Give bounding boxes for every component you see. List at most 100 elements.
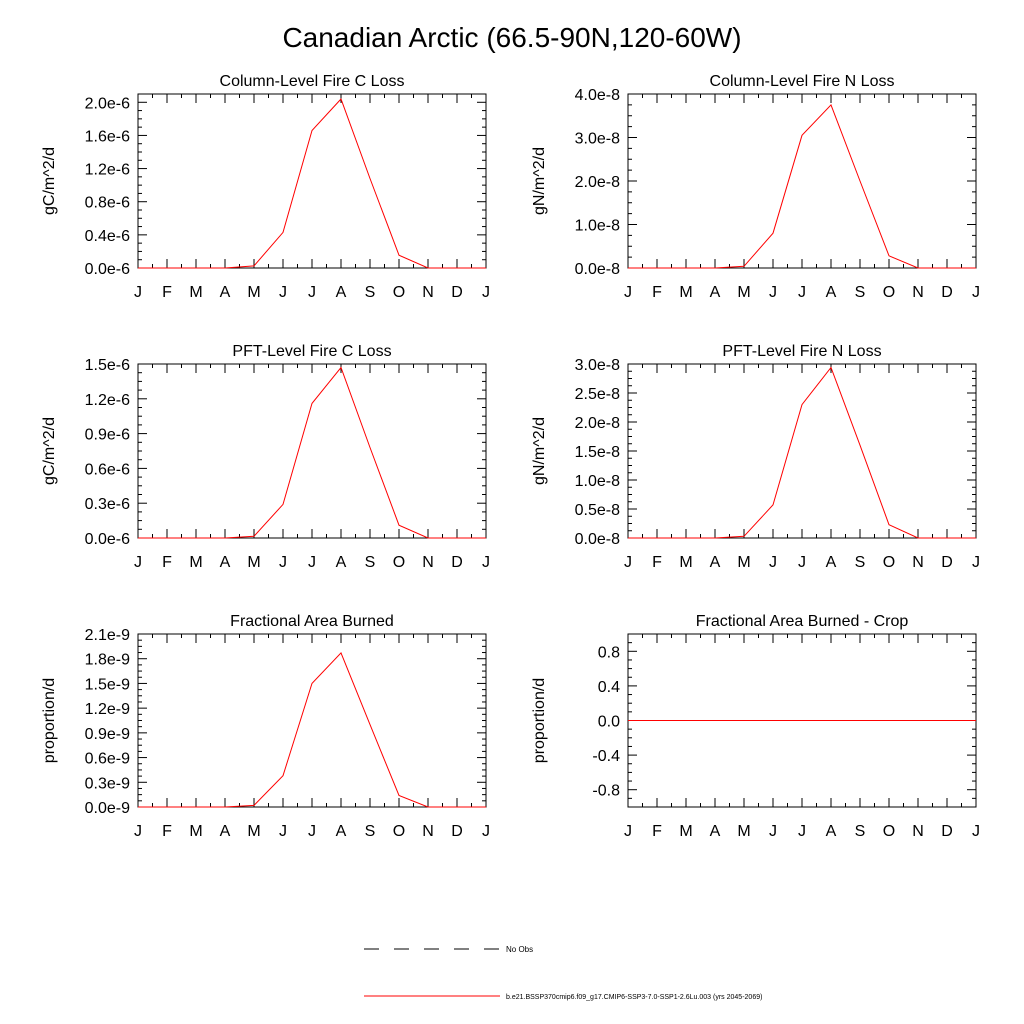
- y-tick-label: 0.0e-9: [85, 800, 130, 817]
- x-tick-label: O: [393, 823, 405, 840]
- x-tick-label: M: [679, 554, 692, 571]
- x-tick-label: J: [279, 284, 287, 301]
- x-tick-label: A: [220, 284, 231, 301]
- chart-panel-6: Fractional Area Burned - Crop proportion/…: [531, 613, 980, 840]
- x-tick-label: S: [365, 554, 376, 571]
- x-tick-label: A: [710, 554, 721, 571]
- x-tick-label: A: [220, 554, 231, 571]
- y-tick-label: 2.0e-8: [575, 174, 620, 191]
- x-tick-label: D: [451, 823, 463, 840]
- y-tick-label: 0.4e-6: [85, 228, 130, 245]
- y-axis-label: proportion/d: [531, 678, 548, 763]
- plot-frame: [627, 363, 977, 539]
- x-tick-label: J: [972, 554, 980, 571]
- x-tick-label: J: [482, 284, 490, 301]
- x-tick-label: N: [912, 823, 924, 840]
- panel-title: Column-Level Fire C Loss: [220, 73, 405, 90]
- x-tick-label: F: [652, 554, 662, 571]
- x-tick-label: J: [972, 823, 980, 840]
- plot-frame: [627, 93, 977, 269]
- y-tick-label: 1.2e-9: [85, 701, 130, 718]
- x-tick-label: D: [941, 284, 953, 301]
- x-tick-label: F: [652, 284, 662, 301]
- x-tick-label: S: [855, 554, 866, 571]
- x-tick-label: J: [279, 554, 287, 571]
- x-tick-label: A: [336, 823, 347, 840]
- x-tick-label: F: [162, 823, 172, 840]
- y-axis-label: gC/m^2/d: [41, 417, 58, 485]
- plot-frame: [137, 93, 487, 269]
- x-tick-label: S: [365, 284, 376, 301]
- panel-title: Fractional Area Burned: [230, 613, 394, 630]
- legend-label-model: b.e21.BSSP370cmip6.f09_g17.CMIP6-SSP3-7.…: [506, 994, 762, 1001]
- x-tick-label: J: [798, 554, 806, 571]
- y-tick-label: 4.0e-8: [575, 87, 620, 104]
- series-line: [628, 103, 976, 269]
- x-tick-label: A: [826, 554, 837, 571]
- y-tick-label: 0.8: [598, 644, 620, 661]
- y-tick-label: 0.6e-9: [85, 751, 130, 768]
- x-tick-label: D: [941, 554, 953, 571]
- x-tick-label: M: [247, 823, 260, 840]
- x-tick-label: J: [769, 284, 777, 301]
- y-tick-label: -0.4: [592, 748, 620, 765]
- panel-title: Fractional Area Burned - Crop: [696, 613, 909, 630]
- y-tick-label: 1.2e-6: [85, 392, 130, 409]
- series-line: [138, 366, 486, 539]
- x-tick-label: J: [134, 284, 142, 301]
- y-axis-label: gN/m^2/d: [531, 147, 548, 215]
- x-tick-label: M: [189, 823, 202, 840]
- y-tick-label: 0.0e-6: [85, 531, 130, 548]
- y-axis-label: gN/m^2/d: [531, 417, 548, 485]
- plot-frame: [137, 633, 487, 808]
- series-line: [138, 98, 486, 269]
- x-tick-label: F: [162, 554, 172, 571]
- x-tick-label: J: [308, 823, 316, 840]
- x-tick-label: J: [482, 823, 490, 840]
- legend: No Obs b.e21.BSSP370cmip6.f09_g17.CMIP6-S…: [364, 945, 762, 1001]
- x-tick-label: J: [482, 554, 490, 571]
- y-tick-label: 1.2e-6: [85, 162, 130, 179]
- y-tick-label: 2.5e-8: [575, 386, 620, 403]
- y-tick-label: 0.0e-6: [85, 261, 130, 278]
- x-tick-label: A: [710, 823, 721, 840]
- y-tick-label: 0.9e-6: [85, 427, 130, 444]
- x-tick-label: J: [624, 284, 632, 301]
- x-tick-label: J: [769, 554, 777, 571]
- x-tick-label: O: [883, 554, 895, 571]
- y-tick-label: 1.5e-9: [85, 676, 130, 693]
- x-tick-label: J: [624, 554, 632, 571]
- y-tick-label: 0.4: [598, 679, 620, 696]
- y-tick-label: 2.1e-9: [85, 627, 130, 644]
- x-tick-label: N: [422, 823, 434, 840]
- panel-title: PFT-Level Fire N Loss: [722, 343, 881, 360]
- x-tick-label: J: [308, 284, 316, 301]
- y-tick-label: 0.8e-6: [85, 195, 130, 212]
- x-tick-label: A: [336, 284, 347, 301]
- x-tick-label: N: [912, 284, 924, 301]
- y-tick-label: 1.8e-9: [85, 652, 130, 669]
- x-tick-label: D: [451, 284, 463, 301]
- y-tick-label: 0.0e-8: [575, 261, 620, 278]
- x-tick-label: N: [912, 554, 924, 571]
- panel-title: PFT-Level Fire C Loss: [232, 343, 391, 360]
- x-tick-label: M: [189, 284, 202, 301]
- x-tick-label: M: [247, 284, 260, 301]
- plot-frame: [137, 363, 487, 539]
- y-tick-label: 3.0e-8: [575, 357, 620, 374]
- x-tick-label: O: [883, 823, 895, 840]
- x-tick-label: O: [393, 284, 405, 301]
- y-tick-label: 1.0e-8: [575, 218, 620, 235]
- x-tick-label: J: [134, 823, 142, 840]
- x-tick-label: M: [737, 284, 750, 301]
- x-tick-label: O: [883, 284, 895, 301]
- x-tick-label: F: [162, 284, 172, 301]
- x-tick-label: N: [422, 554, 434, 571]
- series-line: [628, 366, 976, 539]
- y-tick-label: -0.8: [592, 783, 620, 800]
- x-tick-label: M: [189, 554, 202, 571]
